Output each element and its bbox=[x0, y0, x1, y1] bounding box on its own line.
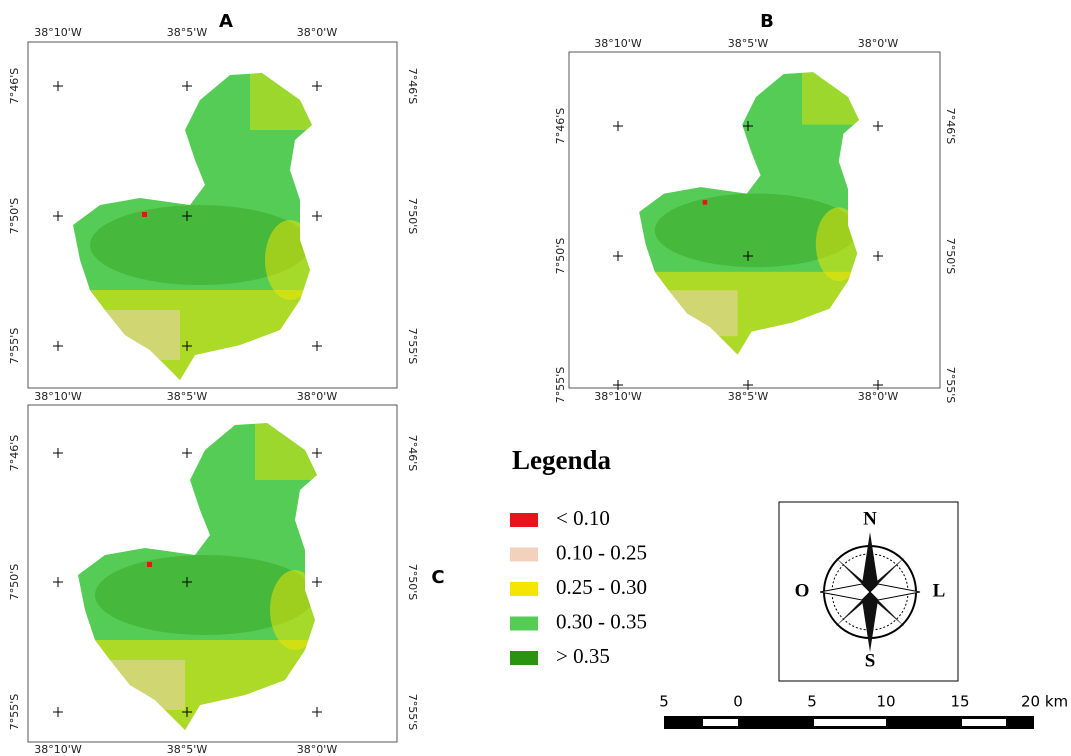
panel-label: B bbox=[760, 11, 774, 32]
compass-south: S bbox=[865, 650, 876, 671]
lon-label: 38°5'W bbox=[167, 390, 208, 403]
lon-label: 38°10'W bbox=[34, 390, 82, 403]
lat-label: 7°50'S bbox=[406, 198, 419, 235]
compass-north: N bbox=[863, 508, 877, 529]
lat-label: 7°50'S bbox=[8, 564, 21, 601]
panel-label: A bbox=[219, 11, 233, 32]
legend-swatch bbox=[510, 548, 538, 562]
lon-label: 38°10'W bbox=[34, 743, 82, 756]
legend-label: 0.25 - 0.30 bbox=[556, 575, 647, 599]
lon-label: 38°0'W bbox=[858, 390, 899, 403]
lon-label: 38°5'W bbox=[728, 390, 769, 403]
legend-label: < 0.10 bbox=[556, 506, 610, 530]
scale-bar bbox=[664, 716, 1034, 729]
map-panel: A 38°10'W 38°5'W 38°0'W 38°10'W 38°5'W 38°0'W 7… bbox=[8, 11, 419, 403]
map-panel: C 38°10'W 38°5'W 38°0'W 7°46'S 7°50'S 7°55'S 7°… bbox=[8, 405, 445, 756]
legend-swatch bbox=[510, 513, 538, 527]
legend-swatch bbox=[510, 617, 538, 631]
bare-soil bbox=[147, 562, 152, 567]
lat-label: 7°46'S bbox=[406, 68, 419, 105]
legend-swatch bbox=[510, 651, 538, 665]
bare-soil bbox=[142, 212, 147, 217]
lat-label: 7°46'S bbox=[8, 435, 21, 472]
lat-label: 7°55'S bbox=[944, 367, 957, 404]
map-panel: B 38°10'W 38°5'W 38°0'W 38°10'W 38°5'W 38°0'W 7… bbox=[554, 11, 957, 403]
panel-label: C bbox=[431, 567, 444, 588]
figure: Legenda < 0.10 0.10 - 0.25 0.25 - 0.30 0.30… bbox=[0, 0, 1071, 756]
lon-label: 38°0'W bbox=[858, 37, 899, 50]
scale-label: 5 bbox=[807, 693, 817, 711]
lat-label: 7°46'S bbox=[944, 108, 957, 145]
lon-label: 38°5'W bbox=[167, 743, 208, 756]
lon-label: 38°10'W bbox=[594, 37, 642, 50]
scale-bar-segment bbox=[814, 719, 886, 726]
compass-east: L bbox=[933, 580, 946, 601]
lon-label: 38°0'W bbox=[297, 743, 338, 756]
legend: Legenda < 0.10 0.10 - 0.25 0.25 - 0.30 0.30… bbox=[510, 445, 647, 668]
lon-label: 38°10'W bbox=[594, 390, 642, 403]
lon-label: 38°5'W bbox=[167, 26, 208, 39]
legend-label: 0.10 - 0.25 bbox=[556, 540, 647, 564]
lat-label: 7°50'S bbox=[944, 238, 957, 275]
scale-bar-segment bbox=[703, 719, 738, 726]
page: Legenda < 0.10 0.10 - 0.25 0.25 - 0.30 0.30… bbox=[0, 0, 1071, 756]
lat-label: 7°55'S bbox=[8, 694, 21, 731]
scale-label: 20 km bbox=[1021, 693, 1068, 711]
bare-soil bbox=[703, 200, 708, 205]
legend-swatch bbox=[510, 582, 538, 596]
lat-label: 7°55'S bbox=[406, 328, 419, 365]
lat-label: 7°50'S bbox=[554, 238, 567, 275]
lat-label: 7°55'S bbox=[406, 694, 419, 731]
lat-label: 7°55'S bbox=[554, 367, 567, 404]
scale-label: 10 bbox=[876, 693, 895, 711]
scale-label: 15 bbox=[950, 693, 969, 711]
scale-bar-segment bbox=[962, 719, 1006, 726]
lat-label: 7°46'S bbox=[8, 68, 21, 105]
legend-label: > 0.35 bbox=[556, 644, 610, 668]
lat-label: 7°55'S bbox=[8, 328, 21, 365]
lat-label: 7°50'S bbox=[406, 564, 419, 601]
lon-label: 38°0'W bbox=[297, 390, 338, 403]
legend-title: Legenda bbox=[512, 445, 612, 475]
legend-label: 0.30 - 0.35 bbox=[556, 609, 647, 633]
compass: N O L S bbox=[779, 502, 958, 681]
lon-label: 38°5'W bbox=[728, 37, 769, 50]
lon-label: 38°10'W bbox=[34, 26, 82, 39]
scale-label: 0 bbox=[733, 693, 743, 711]
lat-label: 7°46'S bbox=[554, 108, 567, 145]
compass-west: O bbox=[795, 580, 810, 601]
lon-label: 38°0'W bbox=[297, 26, 338, 39]
lat-label: 7°50'S bbox=[8, 198, 21, 235]
scale-label: 5 bbox=[659, 693, 669, 711]
lat-label: 7°46'S bbox=[406, 435, 419, 472]
